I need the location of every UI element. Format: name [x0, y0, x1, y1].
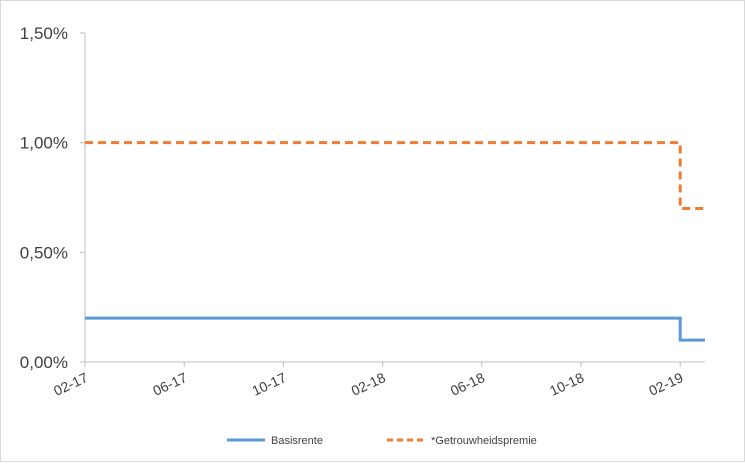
x-tick-label: 06-17 — [150, 369, 189, 399]
x-tick-label: 02-17 — [51, 369, 90, 399]
x-tick-label: 02-19 — [646, 369, 685, 399]
x-tick-label: 10-17 — [249, 369, 288, 399]
x-tick-label: 06-18 — [448, 369, 487, 399]
legend-label-0: Basisrente — [271, 435, 323, 447]
legend: Basisrente *Getrouwheidspremie — [227, 435, 537, 447]
y-tick-label: 0,50% — [20, 243, 68, 262]
legend-label-1: *Getrouwheidspremie — [431, 435, 537, 447]
x-tick-label: 10-18 — [547, 369, 586, 399]
y-tick-label: 0,00% — [20, 353, 68, 372]
x-tick-label: 02-18 — [349, 369, 388, 399]
axes: 0,00% 0,50% 1,00% 1,50% 02-17 06-17 10-17 02-18… — [20, 24, 705, 399]
series-line-0 — [85, 316, 705, 342]
y-tick-label: 1,50% — [20, 24, 68, 43]
series-line-1 — [85, 141, 705, 210]
y-tick-label: 1,00% — [20, 134, 68, 153]
series-layer — [85, 141, 705, 342]
